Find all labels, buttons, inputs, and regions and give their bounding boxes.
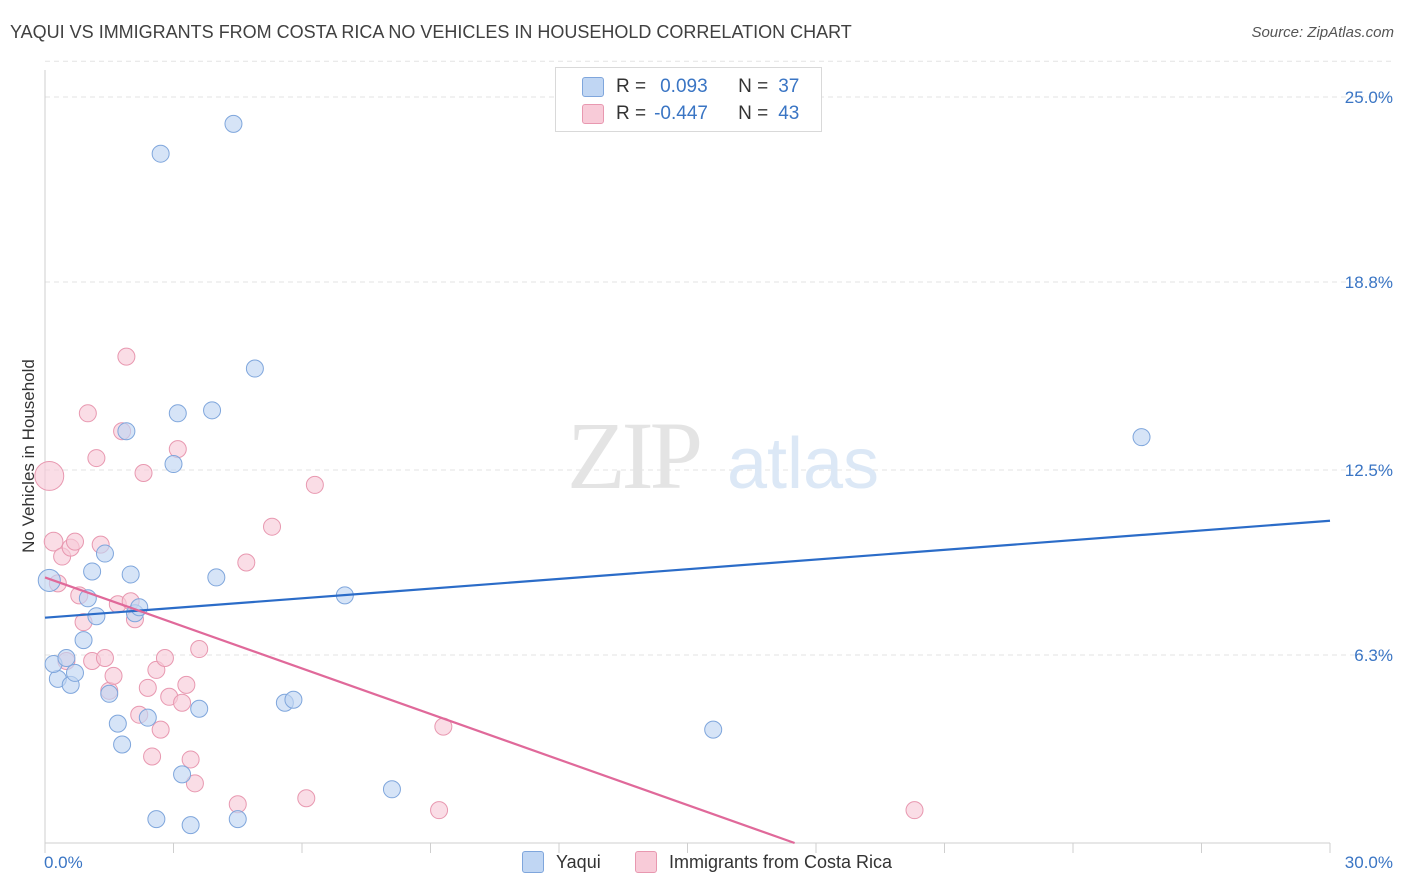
data-point-yaqui [151, 144, 170, 163]
data-point-yaqui [83, 562, 102, 581]
data-point-costa-rica [177, 675, 196, 694]
x-tick-label: 30.0% [1345, 853, 1393, 872]
data-point-yaqui [203, 401, 222, 420]
data-point-costa-rica [34, 461, 65, 491]
legend: R = 0.093 N = 37 R = -0.447 N = 43 [555, 67, 822, 132]
x-tick-label: 0.0% [44, 853, 83, 872]
data-point-costa-rica [134, 463, 153, 482]
data-point-yaqui [74, 631, 93, 650]
source-label: Source: ZipAtlas.com [1251, 24, 1394, 41]
data-point-costa-rica [138, 678, 157, 697]
legend-row-yaqui: R = 0.093 N = 37 [582, 74, 799, 100]
data-point-costa-rica [430, 801, 449, 820]
data-point-yaqui [173, 765, 192, 784]
data-point-yaqui [108, 714, 127, 733]
legend-n-value-yaqui: 37 [778, 76, 800, 97]
legend-swatch-yaqui [582, 77, 604, 97]
data-point-yaqui [164, 455, 183, 474]
legend-r-value-yaqui: 0.093 [660, 76, 708, 97]
y-tick-label: 12.5% [1345, 461, 1393, 480]
data-point-costa-rica [43, 531, 64, 552]
data-point-yaqui [168, 404, 187, 423]
data-point-costa-rica [237, 553, 256, 572]
bottom-legend-label-yaqui: Yaqui [556, 851, 601, 872]
data-point-costa-rica [117, 347, 136, 366]
bottom-legend-swatch-yaqui [522, 851, 544, 873]
data-point-costa-rica [181, 750, 200, 769]
data-point-yaqui [147, 810, 166, 829]
data-point-costa-rica [185, 774, 204, 793]
data-point-yaqui [224, 114, 243, 133]
data-point-yaqui [704, 720, 723, 739]
series-costa-rica-points [34, 347, 924, 820]
legend-row-costa-rica: R = -0.447 N = 43 [582, 101, 799, 127]
data-point-yaqui [87, 607, 106, 626]
legend-n-label: N = [738, 76, 769, 97]
data-point-yaqui [37, 568, 61, 592]
y-axis-label: No Vehicles in Household [19, 359, 38, 553]
bottom-legend-costa-rica: Immigrants from Costa Rica [635, 851, 892, 873]
data-point-costa-rica [297, 789, 316, 808]
data-point-costa-rica [905, 801, 924, 820]
data-point-yaqui [1132, 428, 1151, 447]
trendline-costa-rica [44, 576, 795, 845]
chart-title: YAQUI VS IMMIGRANTS FROM COSTA RICA NO V… [10, 22, 852, 42]
legend-r-label: R = [616, 76, 647, 97]
data-point-costa-rica [305, 475, 324, 494]
data-point-costa-rica [190, 640, 209, 659]
data-point-yaqui [57, 648, 76, 667]
data-point-yaqui [65, 663, 84, 682]
data-point-costa-rica [263, 517, 282, 536]
trendlines [44, 519, 1331, 845]
legend-r-label: R = [616, 103, 647, 124]
series-yaqui-points [37, 114, 1151, 835]
axes [44, 70, 1331, 853]
data-point-costa-rica [78, 404, 97, 423]
data-point-yaqui [228, 810, 247, 829]
data-point-costa-rica [143, 747, 162, 766]
y-tick-label: 18.8% [1345, 273, 1393, 292]
data-point-yaqui [181, 816, 200, 835]
watermark: ZIP atlas [567, 402, 879, 509]
data-point-costa-rica [87, 449, 106, 468]
trendline-yaqui [44, 519, 1331, 619]
data-point-yaqui [95, 544, 114, 563]
data-point-yaqui [138, 708, 157, 727]
legend-n-label: N = [738, 103, 769, 124]
data-point-yaqui [382, 780, 401, 799]
legend-r-value-costa-rica: -0.447 [654, 103, 708, 124]
data-point-costa-rica [95, 648, 114, 667]
data-point-costa-rica [173, 693, 192, 712]
tick-labels: 6.3% 12.5% 18.8% 25.0% 0.0% 30.0% [44, 88, 1393, 872]
data-point-costa-rica [155, 648, 174, 667]
data-point-yaqui [245, 359, 264, 378]
bottom-legend-swatch-costa-rica [635, 851, 657, 873]
watermark-zip: ZIP [567, 402, 700, 509]
data-point-yaqui [100, 684, 119, 703]
y-tick-label: 6.3% [1354, 646, 1393, 665]
bottom-legend-label-costa-rica: Immigrants from Costa Rica [669, 851, 893, 872]
legend-n-value-costa-rica: 43 [778, 103, 800, 124]
y-tick-label: 25.0% [1345, 88, 1393, 107]
data-point-yaqui [190, 699, 209, 718]
data-point-yaqui [207, 568, 226, 587]
data-point-costa-rica [168, 440, 187, 459]
data-point-yaqui [121, 565, 140, 584]
legend-swatch-costa-rica [582, 104, 604, 124]
watermark-atlas: atlas [727, 424, 879, 504]
data-point-costa-rica [151, 720, 170, 739]
data-point-yaqui [284, 690, 303, 709]
bottom-legend-yaqui: Yaqui [522, 851, 601, 873]
data-point-costa-rica [65, 532, 84, 551]
bottom-legend: Yaqui Immigrants from Costa Rica [0, 851, 1406, 879]
data-point-yaqui [117, 422, 136, 441]
data-point-costa-rica [104, 666, 123, 685]
data-point-yaqui [113, 735, 132, 754]
